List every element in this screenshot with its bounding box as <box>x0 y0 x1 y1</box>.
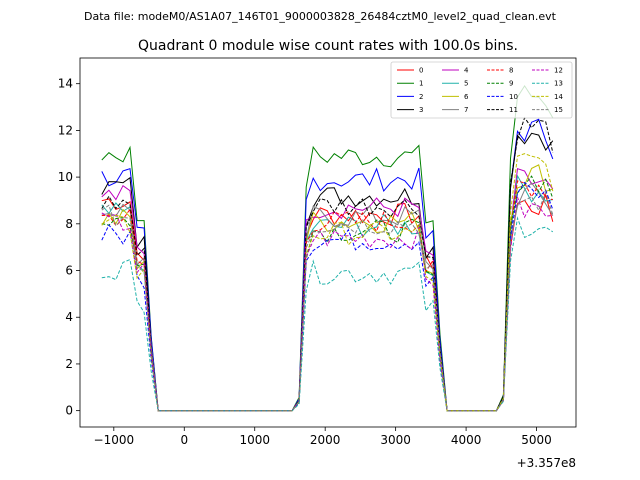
x-tick-label: −1000 <box>94 433 135 447</box>
chart-suptitle: Data file: modeM0/AS1A07_146T01_90000038… <box>84 10 557 23</box>
x-tick-label: 1000 <box>239 433 270 447</box>
legend-label-3: 3 <box>419 106 423 114</box>
legend-label-7: 7 <box>464 106 468 114</box>
legend-label-2: 2 <box>419 93 423 101</box>
y-tick-label: 4 <box>65 310 73 324</box>
series-group <box>101 84 554 412</box>
legend-label-9: 9 <box>509 80 513 88</box>
legend-label-4: 4 <box>464 67 469 75</box>
y-tick-label: 12 <box>58 123 73 137</box>
legend-label-1: 1 <box>419 80 423 88</box>
legend-label-5: 5 <box>464 80 468 88</box>
x-tick-label: 3000 <box>380 433 411 447</box>
legend-label-0: 0 <box>419 67 423 75</box>
y-tick-label: 14 <box>58 77 73 91</box>
x-tick-label: 0 <box>180 433 188 447</box>
legend-label-15: 15 <box>554 106 563 114</box>
x-tick-label: 5000 <box>521 433 552 447</box>
y-tick-label: 10 <box>58 170 73 184</box>
series-line-11 <box>101 116 554 412</box>
x-offset-label: +3.357e8 <box>517 456 576 470</box>
axes-frame <box>79 57 577 428</box>
y-tick-label: 6 <box>65 264 73 278</box>
series-line-13 <box>101 216 554 412</box>
series-line-14 <box>101 153 554 412</box>
legend-box <box>390 61 573 119</box>
legend-label-8: 8 <box>509 67 513 75</box>
x-tick-label: 2000 <box>310 433 341 447</box>
legend-label-14: 14 <box>554 93 563 101</box>
y-tick-label: 2 <box>65 357 73 371</box>
chart-title: Quadrant 0 module wise count rates with … <box>138 38 518 54</box>
series-line-12 <box>101 197 553 412</box>
legend-label-6: 6 <box>464 93 469 101</box>
legend-label-12: 12 <box>554 67 563 75</box>
legend-label-10: 10 <box>509 93 518 101</box>
y-tick-label: 8 <box>65 217 73 231</box>
legend-label-13: 13 <box>554 80 563 88</box>
x-tick-label: 4000 <box>451 433 482 447</box>
legend-label-11: 11 <box>509 106 518 114</box>
y-tick-label: 0 <box>65 404 73 418</box>
